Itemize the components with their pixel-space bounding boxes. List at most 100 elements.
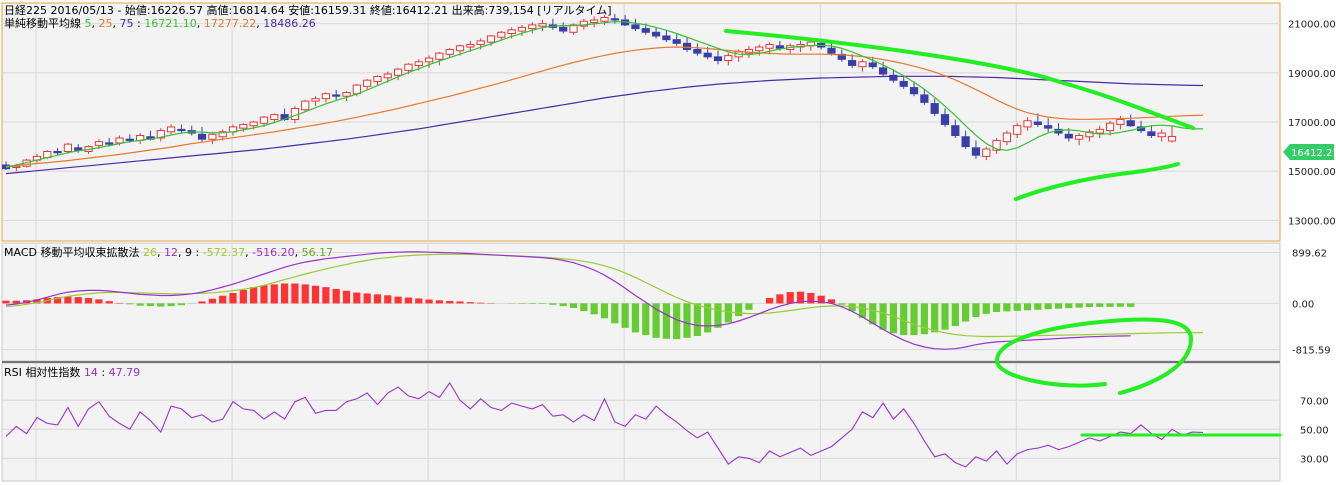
macd-histogram-bar (126, 303, 134, 305)
price-tick-label: 17000.00 (1288, 118, 1336, 129)
macd-histogram-bar (538, 303, 547, 304)
macd-histogram-bar (157, 303, 165, 307)
macd-histogram-bar (477, 302, 485, 304)
macd-histogram-bar (693, 303, 701, 337)
candlestick (1085, 129, 1094, 142)
macd-histogram-bar (528, 303, 536, 304)
macd-histogram-bar (260, 285, 268, 304)
rsi-tick-label: 30.00 (1300, 454, 1329, 465)
macd-histogram-bar (611, 303, 619, 324)
rsi-header: RSI 相対性指数 14 : 47.79 (4, 365, 140, 379)
macd-histogram-bar (920, 303, 928, 335)
macd-param-signal: 9 (185, 246, 192, 259)
trendline-annotations (724, 29, 1282, 437)
macd-histogram-bar (1127, 303, 1135, 307)
macd-histogram-bar (425, 299, 433, 304)
rsi-panel[interactable] (1, 362, 1281, 482)
macd-histogram-bar (900, 303, 908, 336)
macd-loop-annotation (995, 317, 1194, 395)
candlestick (1105, 120, 1115, 136)
macd-histogram-bar (858, 303, 867, 318)
signal-value: -516.20 (252, 246, 294, 259)
candlestick (579, 18, 588, 30)
macd-histogram-bar (373, 294, 382, 304)
macd-histogram-bar (404, 297, 413, 304)
candlestick (641, 23, 650, 35)
macd-histogram-bar (229, 293, 237, 304)
macd-histogram-bar (322, 287, 330, 304)
macd-histogram-bar (662, 303, 671, 339)
macd-histogram-bar (353, 292, 361, 304)
macd-histogram-bar (1054, 303, 1063, 309)
candlestick (951, 119, 960, 138)
candlestick (528, 22, 537, 34)
macd-histogram-bar (549, 303, 557, 305)
sma25-value: 17277.22 (204, 17, 257, 30)
macd-histogram-bar (198, 301, 206, 304)
current-price-badge: 16412.21 (1283, 144, 1336, 160)
macd-histogram-bar (466, 302, 474, 304)
macd-histogram-bar (250, 287, 258, 304)
candlestick (631, 18, 640, 32)
macd-histogram-bar (446, 300, 454, 304)
macd-panel[interactable] (1, 242, 1281, 362)
candlestick (682, 37, 692, 52)
macd-histogram-bar (84, 297, 93, 304)
sma5-param: 5 (85, 17, 92, 30)
macd-label: MACD 移動平均収束拡散法 (4, 245, 139, 259)
macd-tick-label: 0.00 (1292, 299, 1314, 310)
macd-histogram-bar (724, 303, 732, 323)
macd-histogram-bar (456, 301, 464, 304)
macd-histogram-bar (74, 297, 82, 304)
sma25-line (5, 46, 1204, 167)
candlestick (848, 54, 857, 68)
macd-tick-label: -815.59 (1292, 346, 1331, 357)
candlestick (1013, 123, 1022, 138)
candlestick (1075, 133, 1084, 146)
sma5-line (5, 21, 1203, 169)
macd-histogram-bar (146, 303, 155, 307)
macd-histogram-bar (683, 303, 691, 338)
candlestick (270, 113, 279, 124)
macd-histogram-bar (982, 303, 990, 314)
macd-histogram-bar (879, 303, 887, 330)
macd-line (5, 251, 1131, 350)
macd-histogram-bar (435, 300, 443, 304)
candlestick (662, 29, 671, 43)
candlestick (218, 129, 227, 141)
sma75-value: 18486.26 (263, 17, 316, 30)
macd-histogram-bar (208, 298, 216, 304)
price-tick-label: 15000.00 (1288, 167, 1336, 178)
macd-histogram-bar (280, 283, 289, 304)
macd-histogram-bar (1075, 303, 1083, 308)
macd-histogram-bar (869, 303, 877, 325)
macd-histogram-bar (1065, 303, 1073, 309)
candlestick (321, 92, 330, 103)
sma25-param: 25 (99, 17, 113, 30)
candlestick (724, 53, 733, 66)
macd-histogram-bar (136, 303, 144, 306)
candlestick (559, 22, 568, 34)
candlestick (909, 81, 919, 97)
candlestick (373, 75, 382, 86)
sma75-line (5, 75, 1204, 175)
current-price-text: 16412.21 (1291, 148, 1336, 159)
macd-histogram-bar (889, 303, 898, 334)
macd-histogram-bar (786, 292, 794, 304)
price-tick-label: 13000.00 (1288, 216, 1336, 227)
sma5-value: 16721.10 (144, 17, 197, 30)
candlestick (166, 124, 176, 136)
candlestick (517, 24, 527, 36)
macd-param-long: 26 (143, 246, 157, 259)
macd-histogram-bar (342, 290, 351, 304)
candlestick (259, 115, 269, 127)
candlestick (445, 48, 454, 59)
candlestick (590, 16, 599, 28)
macd-histogram-bar (1106, 303, 1114, 307)
candlestick (940, 108, 950, 127)
macd-histogram-bar (1085, 303, 1094, 308)
macd-histogram-bar (910, 303, 918, 336)
rsi-tick-label: 70.00 (1300, 396, 1329, 407)
macd-histogram-bar (1023, 303, 1032, 311)
